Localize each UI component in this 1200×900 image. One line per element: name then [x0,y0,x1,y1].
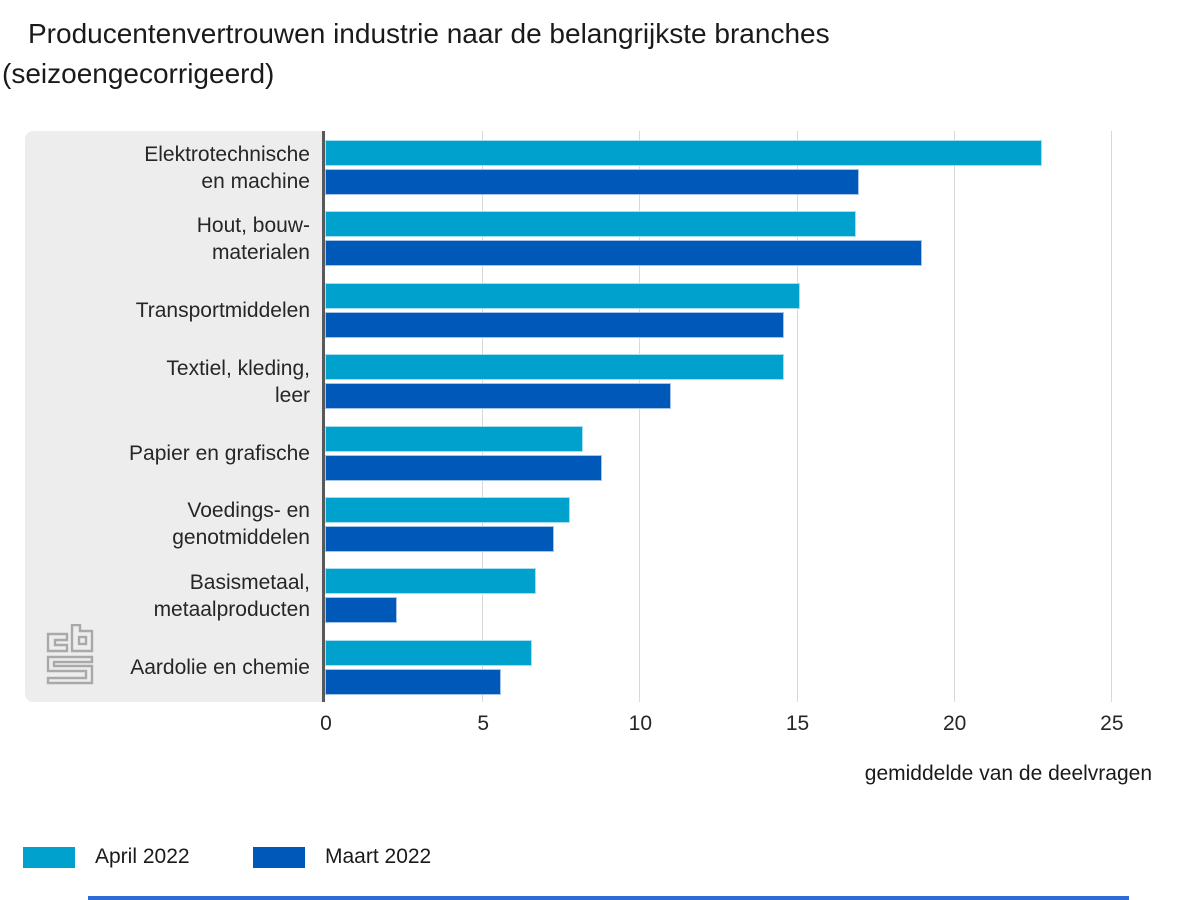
category-label: Voedings- en genotmiddelen [172,499,310,550]
bar-april-2022[interactable] [325,140,1042,166]
category-label: Elektrotechnische en machine [144,142,310,193]
category-panel [25,131,322,702]
bar-maart-2022[interactable] [325,454,602,481]
bar-april-2022[interactable] [325,211,857,238]
x-axis-label: gemiddelde van de deelvragen [864,762,1152,785]
x-tick-label: 20 [942,712,967,735]
bar-april-2022[interactable] [325,425,583,452]
gridline [639,131,641,702]
legend-swatch-april-2022 [23,846,75,868]
category-label: Basismetaal, metaalproducten [153,570,310,621]
chart-title: Producentenvertrouwen industrie naar de … [2,18,830,89]
x-tick-label: 15 [785,712,810,735]
cbs-logo-letter-c [46,632,69,653]
bar-maart-2022[interactable] [325,169,860,195]
bar-maart-2022[interactable] [325,668,502,695]
legend-item-maart-2022[interactable]: Maart 2022 [253,845,431,869]
x-tick-label: 5 [477,712,489,735]
gridline [482,131,484,702]
gridline [1110,131,1112,702]
cbs-logo-icon [46,624,94,685]
gridline [796,131,798,702]
x-tick-label: 25 [1100,712,1124,735]
bar-april-2022[interactable] [325,496,571,523]
cbs-logo-letter-b-counter [77,635,88,646]
bar-april-2022[interactable] [325,354,784,381]
legend-item-april-2022[interactable]: April 2022 [23,845,190,869]
bar-maart-2022[interactable] [325,383,671,410]
legend-swatch-maart-2022 [253,846,305,868]
bar-maart-2022[interactable] [325,240,923,267]
category-label: Papier en grafische [129,441,310,465]
x-tick-label: 0 [320,712,332,735]
gridline [953,131,955,702]
bar-maart-2022[interactable] [325,597,398,624]
cbs-logo-letter-b [70,624,94,653]
legend-label-maart-2022: Maart 2022 [325,845,432,868]
category-label: Aardolie en chemie [130,655,310,679]
category-label: Textiel, kleding, leer [166,356,310,407]
bar-april-2022[interactable] [325,639,533,666]
legend: April 2022 Maart 2022 [0,845,1200,871]
bar-maart-2022[interactable] [325,525,555,552]
footer-accent-bar [88,896,1129,900]
x-tick-label: 10 [628,712,653,735]
cbs-logo-letter-s [46,655,94,685]
legend-label-april-2022: April 2022 [95,845,190,868]
zero-axis-line [322,131,325,702]
category-label: Transportmiddelen [135,298,310,322]
bar-maart-2022[interactable] [325,311,784,338]
category-label: Hout, bouw- materialen [196,213,310,264]
bar-april-2022[interactable] [325,282,800,309]
bar-april-2022[interactable] [325,568,536,595]
